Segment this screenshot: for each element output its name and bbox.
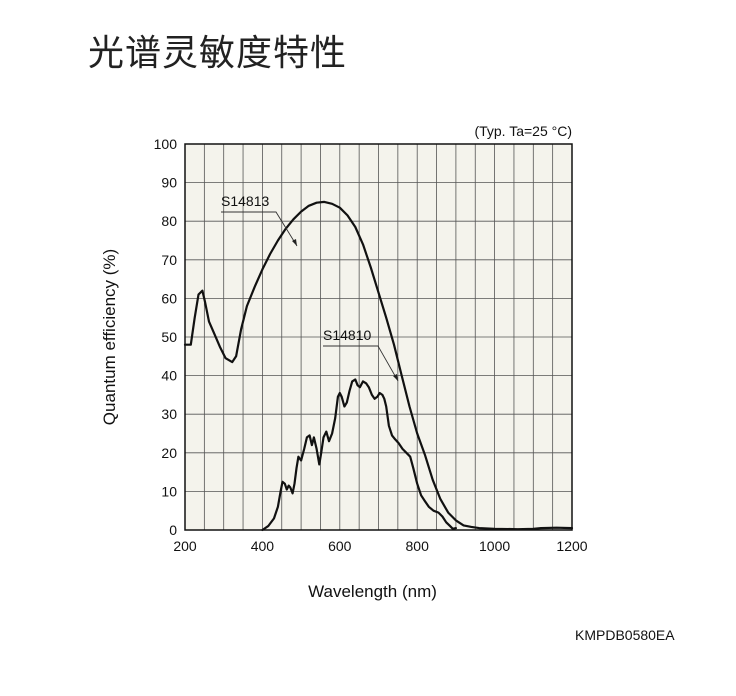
leader-arrowhead — [292, 239, 297, 246]
y-axis-ticks: 0 10 20 30 40 50 60 70 80 90 100 — [154, 136, 178, 538]
y-tick-label: 40 — [161, 368, 177, 384]
grid — [184, 143, 573, 531]
x-tick-label: 1200 — [556, 538, 587, 554]
x-tick-label: 200 — [173, 538, 197, 554]
conditions-note: (Typ. Ta=25 °C) — [474, 123, 572, 139]
x-tick-label: 1000 — [479, 538, 510, 554]
y-tick-label: 30 — [161, 406, 177, 422]
x-tick-label: 600 — [328, 538, 352, 554]
x-tick-label: 400 — [251, 538, 275, 554]
series-label-s14813: S14813 — [221, 193, 269, 209]
series-label-s14810: S14810 — [323, 327, 371, 343]
y-tick-label: 20 — [161, 445, 177, 461]
y-tick-label: 50 — [161, 329, 177, 345]
x-tick-label: 800 — [406, 538, 430, 554]
series-labels: S14813 S14810 — [221, 193, 399, 382]
leader-arrowhead — [393, 374, 398, 381]
plot-frame — [184, 143, 573, 531]
document-code: KMPDB0580EA — [575, 627, 675, 643]
y-axis-title: Quantum efficiency (%) — [100, 249, 119, 425]
y-tick-label: 70 — [161, 252, 177, 268]
series-layer — [183, 200, 574, 532]
series-leader-line — [221, 211, 298, 247]
y-tick-label: 10 — [161, 483, 177, 499]
series-line-s14810 — [261, 378, 457, 532]
y-tick-label: 0 — [169, 522, 177, 538]
page-title: 光谱灵敏度特性 — [88, 33, 348, 74]
y-tick-label: 90 — [161, 175, 177, 191]
series-line-s14813 — [183, 200, 574, 531]
y-tick-label: 100 — [154, 136, 178, 152]
series-leader-line — [323, 345, 399, 382]
x-axis-title: Wavelength (nm) — [308, 582, 437, 601]
y-tick-label: 60 — [161, 290, 177, 306]
x-axis-ticks: 200 400 600 800 1000 1200 — [173, 538, 587, 554]
y-tick-label: 80 — [161, 213, 177, 229]
